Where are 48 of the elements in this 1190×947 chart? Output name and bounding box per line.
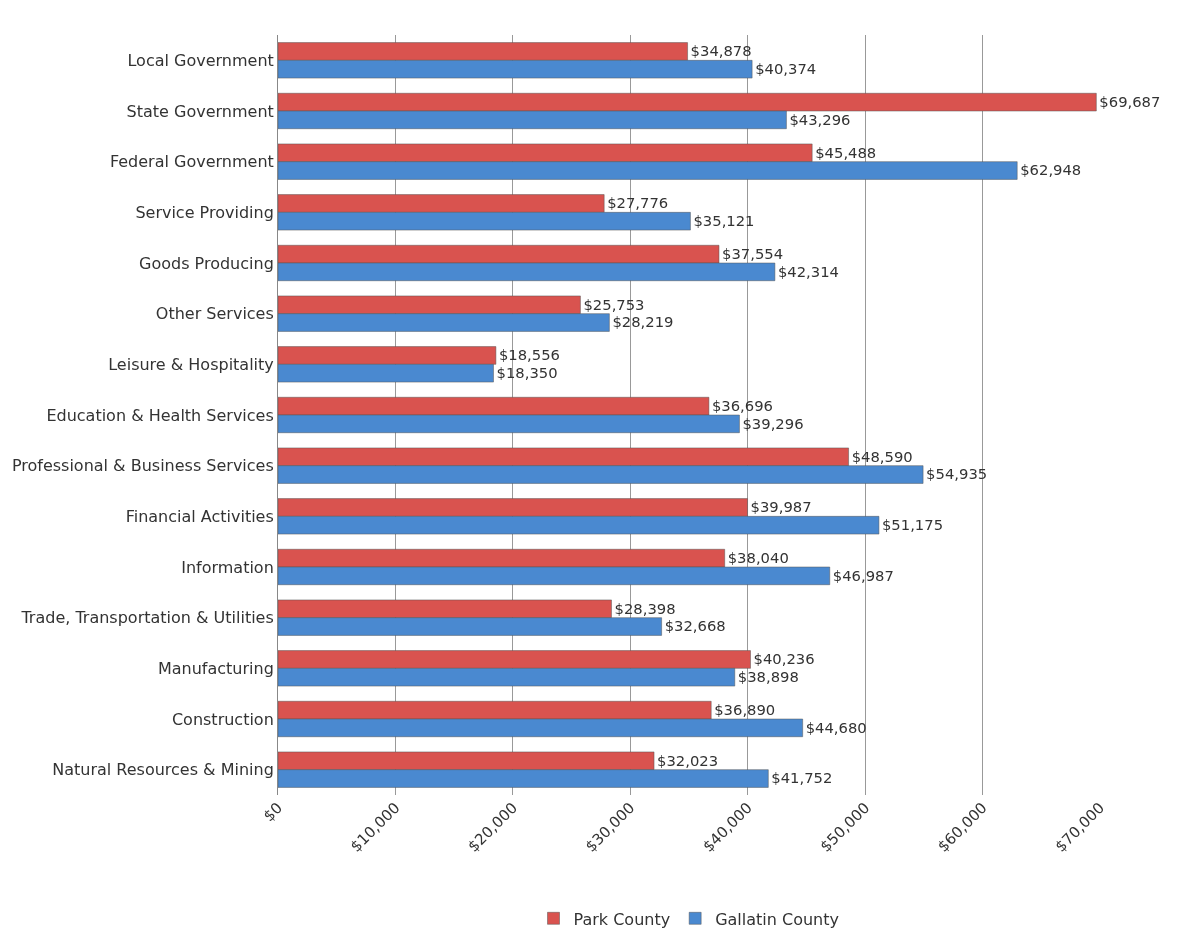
data-label: $45,488: [815, 143, 877, 161]
y-tick-label: Information: [181, 557, 274, 577]
data-label: $62,948: [1020, 161, 1082, 179]
data-label: $32,023: [657, 751, 719, 769]
data-label: $44,680: [805, 718, 867, 736]
data-label: $51,175: [881, 516, 944, 534]
y-tick-label: Leisure & Hospitality: [108, 354, 274, 374]
y-tick-label: Construction: [171, 709, 274, 729]
data-label: $36,890: [714, 701, 776, 719]
y-tick-label: Education & Health Services: [46, 405, 274, 425]
y-tick-label: Other Services: [155, 304, 274, 324]
y-tick-label: Goods Producing: [139, 253, 274, 273]
data-label: $18,556: [498, 346, 560, 364]
y-tick-label: Professional & Business Services: [11, 456, 274, 476]
y-tick-label: Federal Government: [109, 152, 274, 172]
data-label: $25,753: [583, 295, 645, 313]
y-tick-label: Trade, Transportation & Utilities: [20, 608, 274, 628]
data-label: $46,987: [832, 566, 894, 584]
data-label: $54,935: [926, 465, 988, 483]
data-label: $38,898: [737, 668, 799, 686]
y-tick-label: Financial Activities: [125, 506, 274, 526]
data-label: $18,350: [496, 364, 558, 382]
data-label: $27,776: [607, 194, 669, 212]
y-tick-label: State Government: [126, 101, 274, 121]
data-label: $41,752: [771, 769, 833, 787]
data-label: $38,040: [727, 549, 789, 567]
data-label: $39,987: [750, 498, 812, 516]
data-label: $43,296: [789, 110, 851, 128]
data-label: $34,878: [690, 42, 752, 60]
data-label: $32,668: [664, 617, 726, 635]
data-label: $42,314: [777, 262, 839, 280]
y-tick-label: Manufacturing: [157, 658, 274, 678]
data-label: $28,219: [612, 313, 674, 331]
data-label: $69,687: [1099, 93, 1161, 111]
data-label: $37,554: [722, 245, 784, 263]
data-label: $48,590: [851, 447, 913, 465]
legend-label: Park County: [573, 909, 671, 929]
data-label: $35,121: [693, 212, 755, 230]
data-label: $28,398: [614, 599, 676, 617]
x-tick-label: $0: [259, 798, 287, 826]
data-label: $40,374: [755, 60, 817, 78]
data-label: $39,296: [742, 414, 804, 432]
y-tick-label: Natural Resources & Mining: [52, 760, 274, 780]
data-label: $40,236: [753, 650, 815, 668]
y-tick-label: Local Government: [127, 50, 274, 70]
legend-label: Gallatin County: [715, 909, 839, 929]
y-tick-label: Service Providing: [135, 202, 274, 222]
data-label: $36,696: [711, 397, 773, 415]
